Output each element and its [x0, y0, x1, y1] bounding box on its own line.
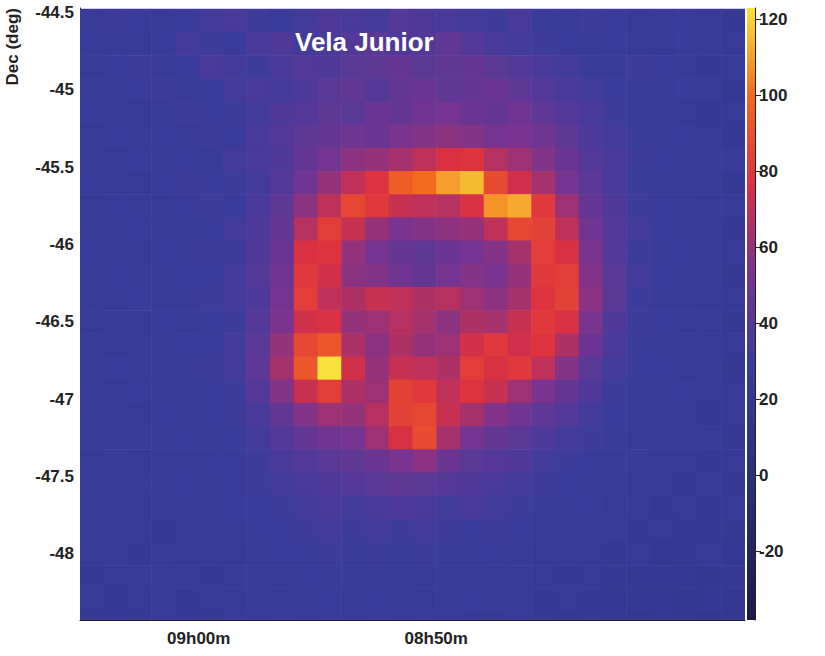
svg-text:120: 120	[759, 10, 787, 29]
svg-text:09h00m: 09h00m	[167, 629, 230, 648]
svg-text:60: 60	[759, 238, 778, 257]
svg-text:-47: -47	[49, 390, 74, 409]
svg-text:-45: -45	[49, 80, 74, 99]
svg-text:-20: -20	[759, 542, 784, 561]
svg-text:-45.5: -45.5	[35, 158, 74, 177]
svg-text:100: 100	[759, 86, 787, 105]
svg-text:-47.5: -47.5	[35, 467, 74, 486]
svg-text:08h50m: 08h50m	[405, 629, 468, 648]
svg-text:-46.5: -46.5	[35, 312, 74, 331]
svg-text:-46: -46	[49, 235, 74, 254]
svg-text:20: 20	[759, 390, 778, 409]
svg-text:Vela Junior: Vela Junior	[295, 27, 434, 57]
svg-text:-44.5: -44.5	[35, 3, 74, 22]
svg-text:0: 0	[759, 466, 768, 485]
svg-text:40: 40	[759, 314, 778, 333]
svg-text:80: 80	[759, 162, 778, 181]
svg-text:Dec (deg): Dec (deg)	[3, 8, 22, 85]
svg-text:-48: -48	[49, 544, 74, 563]
